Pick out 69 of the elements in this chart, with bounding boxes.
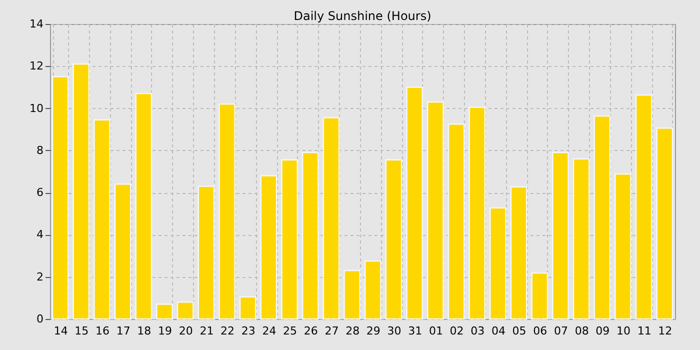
x-tick-label: 31 bbox=[408, 324, 422, 338]
bar bbox=[531, 272, 548, 320]
y-tick-label: 2 bbox=[36, 270, 44, 284]
bar bbox=[281, 159, 298, 320]
x-tick-label: 22 bbox=[220, 324, 235, 338]
bar bbox=[322, 117, 340, 320]
x-tick-label: 10 bbox=[616, 324, 631, 338]
x-tick-label: 24 bbox=[262, 324, 276, 338]
x-tick-label: 11 bbox=[637, 324, 652, 338]
x-tick-label: 02 bbox=[450, 324, 464, 338]
x-tick-label: 25 bbox=[283, 324, 298, 338]
bar bbox=[52, 76, 69, 320]
x-tick-label: 05 bbox=[512, 324, 526, 338]
bar bbox=[72, 63, 90, 320]
y-tick-label: 14 bbox=[30, 18, 44, 30]
bar bbox=[552, 152, 569, 320]
x-tick-label: 23 bbox=[241, 324, 256, 338]
bar bbox=[344, 270, 360, 320]
bar bbox=[406, 86, 424, 320]
bar bbox=[302, 152, 319, 320]
x-tick-label: 18 bbox=[137, 324, 152, 338]
bar bbox=[656, 127, 674, 320]
x-tick-label: 01 bbox=[428, 324, 443, 338]
x-tick-label: 12 bbox=[658, 324, 672, 338]
bar bbox=[427, 101, 444, 320]
bar bbox=[385, 159, 402, 320]
bar bbox=[364, 260, 382, 320]
x-tick-label: 14 bbox=[54, 324, 68, 338]
bar bbox=[135, 92, 152, 320]
chart-title: Daily Sunshine (Hours) bbox=[294, 9, 432, 23]
bar bbox=[572, 158, 590, 320]
x-tick-label: 03 bbox=[470, 324, 485, 338]
x-tick-label: 28 bbox=[346, 324, 360, 338]
x-tick-label: 19 bbox=[158, 324, 172, 338]
x-tick-label: 27 bbox=[324, 324, 339, 338]
x-tick-label: 26 bbox=[304, 324, 318, 338]
bar bbox=[614, 173, 632, 320]
y-tick-label: 8 bbox=[36, 144, 44, 157]
bar bbox=[239, 296, 256, 320]
bar bbox=[94, 119, 110, 320]
x-tick-label: 04 bbox=[491, 324, 506, 338]
bar bbox=[490, 207, 506, 320]
bar bbox=[260, 175, 278, 320]
x-tick-label: 29 bbox=[366, 324, 380, 338]
bar bbox=[635, 94, 652, 320]
x-tick-label: 06 bbox=[533, 324, 548, 338]
y-tick-label: 4 bbox=[36, 228, 44, 242]
bar bbox=[468, 106, 486, 320]
y-tick-label: 0 bbox=[36, 312, 44, 326]
bar bbox=[198, 186, 215, 320]
x-tick-label: 20 bbox=[178, 324, 193, 338]
bar bbox=[156, 304, 173, 320]
bar bbox=[114, 184, 132, 320]
x-tick-label: 09 bbox=[596, 324, 610, 338]
x-tick-label: 17 bbox=[116, 324, 130, 338]
bar bbox=[448, 123, 465, 320]
bar bbox=[218, 103, 236, 320]
x-tick-label: 07 bbox=[554, 324, 568, 338]
bar bbox=[176, 302, 194, 320]
x-tick-label: 16 bbox=[95, 324, 110, 338]
x-tick-label: 15 bbox=[74, 324, 89, 338]
y-tick-label: 12 bbox=[30, 60, 44, 73]
y-tick-label: 6 bbox=[36, 186, 44, 200]
y-tick-label: 10 bbox=[30, 102, 44, 115]
bar bbox=[594, 115, 611, 320]
x-tick-label: 08 bbox=[574, 324, 589, 338]
bar bbox=[510, 186, 528, 320]
x-tick-label: 21 bbox=[200, 324, 214, 338]
x-tick-label: 30 bbox=[387, 324, 402, 338]
